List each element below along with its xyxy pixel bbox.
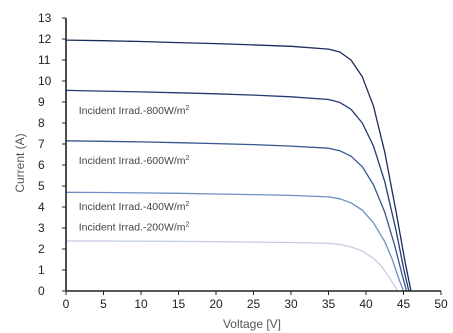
annotation-label-1: Incident Irrad.-800W/m2 xyxy=(79,105,190,117)
y-tick-label: 4 xyxy=(38,200,45,214)
y-tick-label: 1 xyxy=(38,263,45,277)
y-tick-label: 3 xyxy=(38,221,45,235)
series-line-1 xyxy=(65,39,412,292)
x-tick-label: 25 xyxy=(247,297,261,311)
x-tick-label: 45 xyxy=(397,297,411,311)
y-tick-label: 2 xyxy=(38,242,45,256)
y-tick-label: 13 xyxy=(38,11,52,25)
series-line-5 xyxy=(66,240,399,292)
annotation-label-4: Incident Irrad.-200W/m2 xyxy=(79,222,190,234)
y-tick-label: 8 xyxy=(38,116,45,130)
series-line-2 xyxy=(65,89,410,292)
y-tick-label: 0 xyxy=(38,284,45,298)
series-line-4 xyxy=(65,191,405,292)
y-tick-label: 5 xyxy=(38,179,45,193)
x-tick-label: 20 xyxy=(209,297,223,311)
x-tick-label: 15 xyxy=(172,297,186,311)
y-tick-label: 6 xyxy=(38,158,45,172)
y-tick-label: 12 xyxy=(38,32,52,46)
y-axis-title: Current (A) xyxy=(13,133,27,192)
annotation-label-2: Incident Irrad.-600W/m2 xyxy=(79,155,190,167)
x-tick-label: 35 xyxy=(322,297,336,311)
series-line-3 xyxy=(65,140,408,292)
y-tick-label: 9 xyxy=(38,95,45,109)
curves-layer xyxy=(65,39,412,292)
x-tick-label: 30 xyxy=(284,297,298,311)
y-tick-label: 10 xyxy=(38,74,52,88)
x-tick-label: 0 xyxy=(63,297,70,311)
x-tick-label: 40 xyxy=(359,297,373,311)
x-tick-label: 10 xyxy=(134,297,148,311)
annotations-layer: Incident Irrad.-800W/m2 Incident Irrad.-6… xyxy=(79,105,190,233)
x-tick-label: 50 xyxy=(434,297,448,311)
y-tick-label: 7 xyxy=(38,137,45,151)
annotation-label-3: Incident Irrad.-400W/m2 xyxy=(79,201,190,213)
x-axis-title: Voltage [V] xyxy=(223,317,281,331)
x-tick-label: 5 xyxy=(100,297,107,311)
y-tick-label: 11 xyxy=(38,53,51,67)
